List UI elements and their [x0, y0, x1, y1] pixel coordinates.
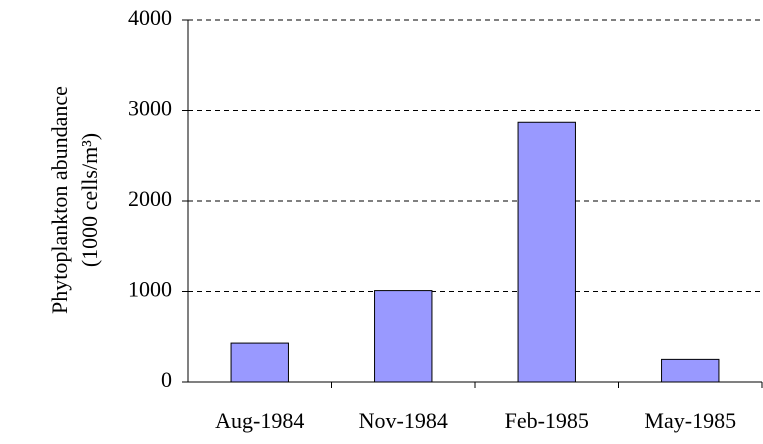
- bar: [517, 121, 576, 383]
- y-tick-label: 2000: [128, 186, 172, 211]
- x-tick-label: Feb-1985: [505, 408, 589, 433]
- y-tick-label: 3000: [128, 96, 172, 121]
- bar: [661, 358, 720, 383]
- y-axis-label: (1000 cells/m³): [77, 133, 102, 267]
- x-tick-label: May-1985: [644, 408, 736, 433]
- bar: [374, 290, 433, 383]
- x-tick-label: Nov-1984: [359, 408, 448, 433]
- bar: [230, 342, 289, 383]
- y-tick-label: 4000: [128, 5, 172, 30]
- y-tick-label: 1000: [128, 277, 172, 302]
- y-axis-label: Phytoplankton abundance: [47, 86, 72, 314]
- x-tick-label: Aug-1984: [215, 408, 304, 433]
- y-tick-label: 0: [161, 367, 172, 392]
